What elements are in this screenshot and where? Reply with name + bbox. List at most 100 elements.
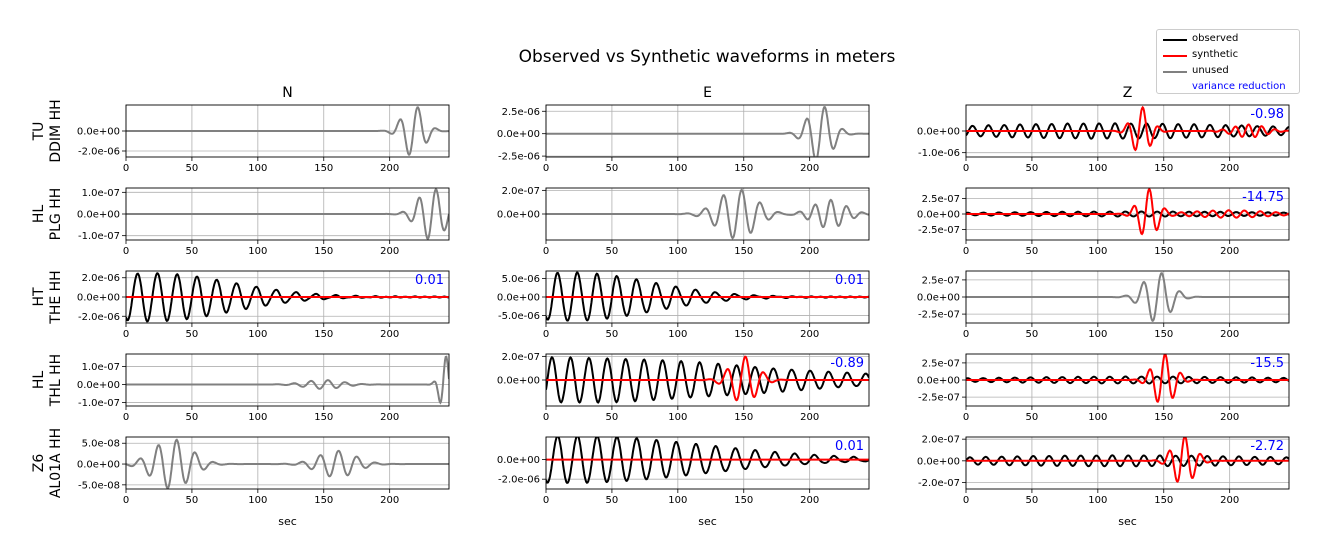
panel-n-3: 0 50 100 150 200 1.0e-07 0.0e+00 -1.0e-07 bbox=[77, 353, 450, 423]
legend-label-unused: unused bbox=[1192, 65, 1229, 76]
series-line-unused bbox=[966, 272, 1289, 322]
legend-item-variance-reduction: variance reduction bbox=[1157, 80, 1297, 94]
x-axis-label: sec bbox=[698, 515, 717, 528]
x-tick-label: 50 bbox=[186, 246, 199, 257]
x-tick-label: 0 bbox=[963, 163, 969, 174]
variance-reduction-label: -0.98 bbox=[1250, 107, 1284, 122]
x-tick-label: 200 bbox=[380, 412, 399, 423]
series-line-unused bbox=[126, 355, 449, 405]
x-tick-label: 150 bbox=[1154, 329, 1173, 340]
component-header-n: N bbox=[282, 85, 292, 101]
x-tick-label: 150 bbox=[734, 246, 753, 257]
x-tick-label: 200 bbox=[380, 246, 399, 257]
panel-z-3: 0 50 100 150 200 2.5e-07 0.0e+00 -2.5e-07 -15.5 bbox=[917, 353, 1290, 423]
axes-frame bbox=[965, 353, 1290, 407]
y-tick-label: 0.0e+00 bbox=[497, 293, 540, 304]
x-tick-label: 200 bbox=[1220, 412, 1239, 423]
x-tick-label: 200 bbox=[1220, 329, 1239, 340]
x-tick-label: 0 bbox=[123, 329, 129, 340]
series-line-unused bbox=[126, 438, 449, 489]
y-tick-label: 0.0e+00 bbox=[77, 210, 120, 221]
x-tick-label: 0 bbox=[963, 412, 969, 423]
station-label: TU bbox=[31, 122, 47, 142]
series-line-observed bbox=[546, 437, 869, 485]
station-label: THL HH bbox=[48, 354, 64, 407]
y-tick-label: -5.0e-08 bbox=[78, 480, 120, 491]
x-tick-label: 0 bbox=[543, 329, 549, 340]
station-label: PLG HH bbox=[48, 188, 64, 241]
y-tick-label: -2.5e-07 bbox=[918, 310, 960, 321]
x-tick-label: 150 bbox=[734, 163, 753, 174]
x-tick-label: 100 bbox=[1088, 412, 1107, 423]
y-tick-label: 1.0e-07 bbox=[82, 362, 120, 373]
y-tick-label: 2.5e-06 bbox=[502, 107, 540, 118]
y-tick-label: -2.5e-07 bbox=[918, 393, 960, 404]
panel-n-0: 0 50 100 150 200 0.0e+00 -2.0e-06 bbox=[77, 104, 450, 174]
variance-reduction-label: -14.75 bbox=[1242, 190, 1284, 205]
x-tick-label: 150 bbox=[314, 495, 333, 506]
series-line-unused bbox=[546, 106, 869, 157]
x-tick-label: 200 bbox=[800, 495, 819, 506]
series-line-synthetic bbox=[546, 355, 869, 402]
panel-z-1: 0 50 100 150 200 2.5e-07 0.0e+00 -2.5e-07 -14.75 bbox=[917, 187, 1290, 257]
y-tick-label: -2.5e-06 bbox=[498, 152, 540, 163]
x-tick-label: 0 bbox=[123, 412, 129, 423]
legend-swatch-synthetic bbox=[1163, 55, 1187, 57]
x-tick-label: 50 bbox=[1026, 163, 1039, 174]
x-tick-label: 0 bbox=[543, 412, 549, 423]
x-tick-label: 150 bbox=[1154, 412, 1173, 423]
x-tick-label: 100 bbox=[1088, 329, 1107, 340]
y-tick-label: 2.5e-07 bbox=[922, 275, 960, 286]
y-tick-label: -1.0e-07 bbox=[78, 231, 120, 242]
y-tick-label: 2.0e-07 bbox=[922, 435, 960, 446]
legend-item-unused: unused bbox=[1157, 64, 1297, 78]
x-tick-label: 50 bbox=[186, 495, 199, 506]
x-tick-label: 100 bbox=[668, 495, 687, 506]
axes-frame bbox=[545, 353, 870, 407]
y-tick-label: -2.0e-06 bbox=[78, 147, 120, 158]
legend: observed synthetic unused variance reduc… bbox=[1156, 29, 1300, 94]
x-tick-label: 0 bbox=[123, 246, 129, 257]
y-tick-label: 0.0e+00 bbox=[497, 210, 540, 221]
x-tick-label: 0 bbox=[123, 495, 129, 506]
x-tick-label: 50 bbox=[186, 163, 199, 174]
x-tick-label: 100 bbox=[248, 412, 267, 423]
x-tick-label: 50 bbox=[606, 329, 619, 340]
y-tick-label: -2.5e-07 bbox=[918, 225, 960, 236]
y-tick-label: -2.0e-07 bbox=[918, 478, 960, 489]
x-tick-label: 100 bbox=[248, 495, 267, 506]
y-tick-label: -1.0e-07 bbox=[78, 398, 120, 409]
series-line-observed bbox=[966, 122, 1289, 140]
legend-label-variance-reduction: variance reduction bbox=[1192, 81, 1286, 92]
y-tick-label: 0.0e+00 bbox=[77, 127, 120, 138]
series-line-unused bbox=[126, 188, 449, 240]
x-tick-label: 50 bbox=[186, 329, 199, 340]
axes-frame bbox=[965, 436, 1290, 490]
x-tick-label: 50 bbox=[186, 412, 199, 423]
y-tick-label: -2.0e-06 bbox=[498, 475, 540, 486]
variance-reduction-label: -2.72 bbox=[1250, 439, 1284, 454]
y-tick-label: 0.0e+00 bbox=[917, 456, 960, 467]
series-line-unused bbox=[546, 188, 869, 240]
y-tick-label: 0.0e+00 bbox=[917, 210, 960, 221]
legend-label-observed: observed bbox=[1192, 33, 1239, 44]
station-label: HL bbox=[31, 205, 47, 224]
axes-frame bbox=[545, 436, 870, 490]
variance-reduction-label: 0.01 bbox=[835, 439, 864, 454]
axes-frame bbox=[125, 353, 450, 407]
y-tick-label: 1.0e-07 bbox=[82, 188, 120, 199]
component-header-z: Z bbox=[1123, 85, 1133, 101]
axes-frame bbox=[125, 270, 450, 324]
x-tick-label: 100 bbox=[248, 329, 267, 340]
panel-n-4: 0 50 100 150 200 5.0e-08 0.0e+00 -5.0e-08 bbox=[77, 436, 450, 506]
x-tick-label: 100 bbox=[248, 163, 267, 174]
x-tick-label: 200 bbox=[800, 412, 819, 423]
x-tick-label: 100 bbox=[668, 412, 687, 423]
x-tick-label: 150 bbox=[734, 329, 753, 340]
panel-z-0: 0 50 100 150 200 0.0e+00 -1.0e-06 -0.98 bbox=[917, 104, 1290, 174]
variance-reduction-label: -0.89 bbox=[830, 356, 864, 371]
x-tick-label: 0 bbox=[963, 329, 969, 340]
axes-frame bbox=[545, 104, 870, 158]
